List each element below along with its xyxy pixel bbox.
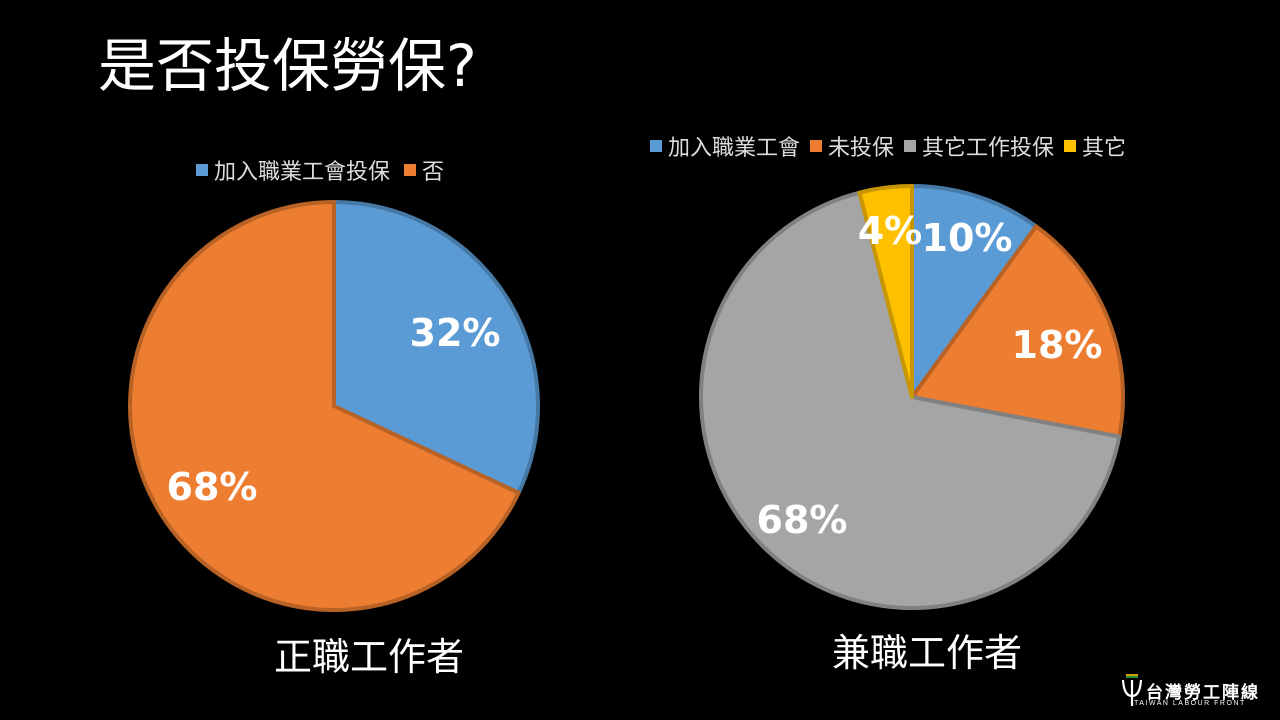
tlf-logo-icon [1121, 674, 1143, 706]
pie-slice-4 [857, 184, 914, 399]
pie-data-label-2: 18% [1012, 323, 1103, 367]
legend-swatch [904, 140, 917, 152]
legend-item-uninsured: 未投保 [810, 130, 894, 162]
legend-item-union: 加入職業工會 [650, 130, 800, 162]
tlf-logo: 台灣勞工陣線 TAIWAN LABOUR FRONT [1118, 672, 1268, 716]
legend-fulltime: 加入職業工會投保 否 [196, 154, 458, 186]
legend-label: 未投保 [828, 136, 895, 161]
pie-data-label-1: 10% [922, 216, 1013, 260]
logo-subtitle: TAIWAN LABOUR FRONT [1134, 700, 1246, 707]
legend-item-other: 其它 [1064, 130, 1126, 162]
legend-item-other-job: 其它工作投保 [904, 130, 1054, 162]
legend-item-union: 加入職業工會投保 [196, 154, 390, 186]
pie-slice-1 [910, 184, 1039, 399]
logo-name: 台灣勞工陣線 [1146, 683, 1260, 703]
pie-slice-3 [699, 190, 1122, 610]
pie-slice-2 [128, 200, 521, 612]
legend-label: 其它 [1082, 136, 1127, 161]
legend-label: 否 [422, 160, 445, 185]
legend-label: 其它工作投保 [922, 136, 1055, 161]
legend-swatch [810, 140, 823, 152]
legend-item-no: 否 [404, 154, 444, 186]
pie-slice-1 [332, 200, 540, 495]
pie-data-label-4: 4% [858, 209, 923, 253]
legend-swatch [404, 164, 417, 176]
pie-data-label-1: 32% [410, 311, 501, 355]
legend-swatch [1064, 140, 1077, 152]
caption-fulltime: 正職工作者 [274, 635, 465, 679]
legend-swatch [650, 140, 662, 152]
pie-slice-2 [910, 224, 1125, 439]
legend-swatch [196, 164, 208, 176]
pie-data-label-3: 68% [757, 498, 848, 542]
pie-data-label-2: 68% [167, 465, 258, 509]
caption-parttime: 兼職工作者 [832, 631, 1023, 675]
legend-parttime: 加入職業工會 未投保 其它工作投保 其它 [650, 130, 1136, 162]
slide-title: 是否投保勞保? [98, 32, 477, 100]
legend-label: 加入職業工會 [668, 136, 801, 161]
legend-label: 加入職業工會投保 [214, 160, 391, 185]
